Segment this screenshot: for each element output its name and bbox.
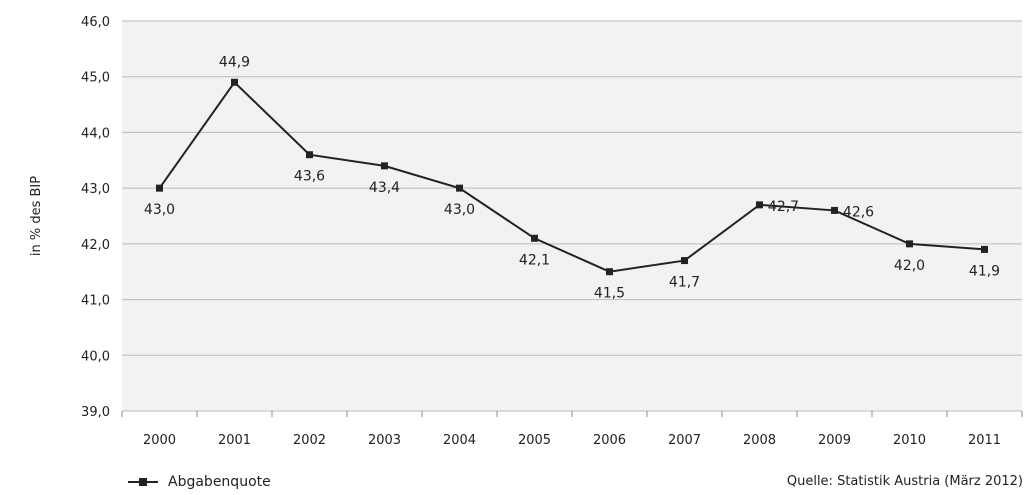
y-tick-label: 42,0 [81,238,110,253]
legend-marker-icon [128,475,158,489]
y-tick-label: 43,0 [81,182,110,197]
x-tick-label: 2005 [518,433,551,448]
data-label: 41,9 [969,263,1000,279]
data-point [531,234,538,242]
data-label: 43,0 [444,202,475,218]
data-point [156,184,163,192]
data-point [456,184,463,192]
data-point [756,201,763,209]
data-label: 42,7 [768,199,799,215]
data-point [981,245,988,253]
x-tick-label: 2004 [443,433,476,448]
legend: Abgabenquote [128,474,271,490]
data-points [156,78,988,276]
source-note: Quelle: Statistik Austria (März 2012) [786,474,1023,489]
x-tick-label: 2003 [368,433,401,448]
data-point [381,162,388,170]
x-tick-label: 2009 [818,433,851,448]
y-tick-label: 40,0 [81,349,110,364]
y-tick-labels: 39,0 40,0 41,0 42,0 43,0 44,0 45,0 46,0 [81,15,110,420]
y-tick-label: 41,0 [81,294,110,309]
y-tick-label: 46,0 [81,15,110,30]
data-label: 41,7 [669,275,700,291]
x-tick-label: 2001 [218,433,251,448]
legend-label: Abgabenquote [168,474,271,490]
data-label: 43,0 [144,202,175,218]
x-tick-label: 2007 [668,433,701,448]
x-tick-label: 2010 [893,433,926,448]
plot-area [122,21,1022,411]
x-tick-label: 2006 [593,433,626,448]
x-tick-label: 2000 [143,433,176,448]
data-point [831,206,838,214]
data-point [306,151,313,159]
data-labels: 43,0 44,9 43,6 43,4 43,0 42,1 41,5 41,7 42,7 42,6… [144,54,1000,301]
data-label: 42,0 [894,258,925,274]
data-label: 43,4 [369,180,400,196]
line-chart: 39,040,041,042,043,044,045,046,0 2000 200… [29,15,1023,448]
data-point [231,78,238,86]
data-label: 42,1 [519,252,550,268]
grid-lines [122,20,1022,412]
data-point [606,268,613,276]
y-tick-label: 44,0 [81,126,110,141]
data-point [906,240,913,248]
data-point [681,257,688,265]
x-tick-label: 2011 [968,433,1001,448]
data-label: 43,6 [294,169,325,185]
series-line-abgabenquote [158,80,985,273]
y-tick-label: 39,0 [81,405,110,420]
data-label: 42,6 [843,204,874,220]
x-tick-labels: 2000 2001 2002 2003 2004 2005 2006 2007 2008 2009… [121,411,1023,448]
y-axis-label: in % des BIP [29,176,44,256]
data-label: 44,9 [219,54,250,70]
data-label: 41,5 [594,286,625,302]
x-tick-label: 2008 [743,433,776,448]
y-tick-label: 45,0 [81,71,110,86]
x-tick-label: 2002 [293,433,326,448]
